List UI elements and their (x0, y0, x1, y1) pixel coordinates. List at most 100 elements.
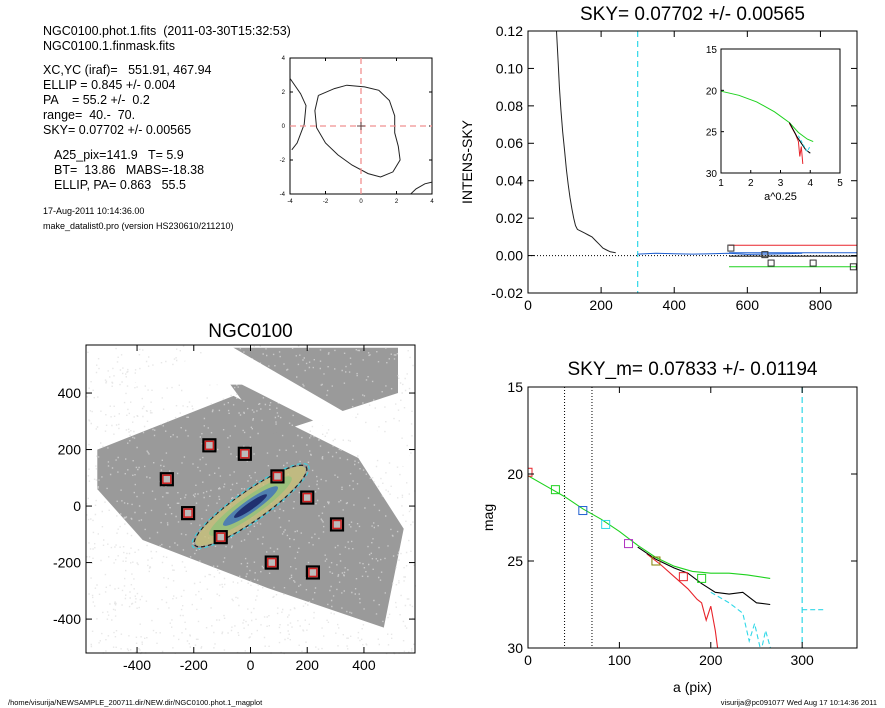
profile-sky-square (727, 244, 735, 252)
sky-box-square-inner (267, 557, 277, 568)
magplot-square (578, 506, 588, 516)
magplot-series-cyan (710, 591, 772, 648)
galaxy-aperture (193, 464, 308, 548)
profile-ytick-label: -0.02 (491, 285, 523, 301)
inset-ytick-label: 25 (706, 128, 718, 139)
center-xtick-label: -2 (323, 199, 329, 205)
sky-box-square (181, 506, 196, 521)
date-line: 17-Aug-2011 10:14:36.00 (43, 206, 145, 216)
profile-ytick-label: 0.06 (496, 135, 523, 151)
center-xtick-label: -4 (287, 199, 293, 205)
param-sky: SKY= 0.07702 +/- 0.00565 (43, 123, 192, 137)
inset-ytick-label: 20 (706, 86, 718, 97)
sky-box-square-inner (302, 492, 312, 503)
magplot-ylabel: mag (480, 504, 496, 531)
image-title: NGC0100 (208, 321, 293, 342)
profile-sky-square (849, 263, 857, 271)
sky-box-square (213, 530, 228, 545)
magplot-square (550, 485, 560, 495)
profile-xtick-label: 200 (589, 297, 613, 313)
profile-ytick-label: 0.10 (496, 60, 523, 76)
profile-xtick-label: 800 (809, 297, 833, 313)
image-ytick-label: 0 (73, 498, 81, 514)
sky-box-square-inner (332, 519, 342, 530)
profile-curve (556, 30, 616, 254)
magplot-xtick-label: 100 (608, 652, 632, 668)
inset-xtick-label: 2 (748, 178, 754, 189)
sky-box-square-inner (215, 532, 226, 542)
magplot-xtick-label: 200 (699, 652, 723, 668)
profile-sky-square (767, 259, 775, 267)
sky-box-square (300, 490, 315, 505)
center-contour (314, 84, 401, 178)
image-ytick-label: 400 (58, 385, 82, 401)
profile-sky-square (761, 251, 769, 259)
image-xtick-label: -200 (180, 657, 208, 673)
image-xtick-label: 400 (352, 657, 376, 673)
magplot-ytick-label: 20 (507, 466, 523, 482)
center-ytick-label: -4 (280, 192, 286, 198)
param-ellip: ELLIP = 0.845 +/- 0.004 (43, 78, 176, 92)
inset-ytick-label: 30 (706, 169, 718, 180)
magplot-square (678, 572, 688, 582)
mask-line: NGC0100.1.finmask.fits (43, 39, 175, 53)
image-ytick-label: 200 (58, 441, 82, 457)
image-xtick-label: -400 (123, 657, 151, 673)
sky-box-square-inner (162, 474, 172, 484)
footer-user: visurija@pc091077 Wed Aug 17 10:14:36 20… (720, 698, 877, 707)
inset-ytick-label: 15 (706, 45, 718, 56)
profile-sky-square (809, 259, 817, 267)
center-ytick-label: 0 (282, 124, 286, 130)
center-ytick-label: -2 (280, 158, 286, 164)
profile-blue-curve (637, 252, 803, 255)
image-xtick-label: 200 (296, 657, 320, 673)
image-xtick-label: 0 (247, 657, 255, 673)
stat-a25: A25_pix=141.9 T= 5.9 (54, 148, 184, 162)
sky-box-square-inner (204, 440, 215, 451)
magplot-series-group (528, 387, 825, 648)
sky-box-square (237, 446, 252, 461)
profile-ytick-label: 0.12 (496, 23, 523, 39)
sky-box-square (329, 517, 345, 532)
param-xcyc: XC,YC (iraf)= 551.91, 467.94 (43, 63, 212, 77)
profile-ytick-label: 0.04 (496, 173, 523, 189)
file-line: NGC0100.phot.1.fits (2011-03-30T15:32:53… (43, 24, 291, 38)
center-ytick-label: 2 (282, 90, 286, 96)
profile-xtick-label: 0 (524, 297, 532, 313)
profile-frame (527, 30, 858, 294)
image-gap (131, 347, 410, 470)
center-xtick-label: 2 (395, 199, 399, 205)
magplot-title: SKY_m= 0.07833 +/- 0.01194 (568, 359, 818, 380)
sky-box-square-inner (183, 508, 193, 518)
inset-xtick-label: 4 (807, 178, 813, 189)
magplot-square (624, 539, 634, 549)
sky-box-square (264, 555, 279, 570)
galaxy-image (86, 345, 416, 655)
center-ytick-label: 4 (282, 56, 286, 62)
magplot-square (697, 573, 707, 583)
magplot-xtick-label: 0 (524, 652, 532, 668)
image-ytick-label: -200 (53, 554, 81, 570)
sky-box-square (159, 472, 174, 487)
program-line: make_datalist0.pro (version HS230610/211… (43, 221, 234, 231)
profile-xtick-label: 400 (663, 297, 687, 313)
magplot-ytick-label: 15 (507, 379, 523, 395)
galaxy-core (233, 494, 268, 518)
profile-ytick-label: 0.00 (496, 247, 523, 263)
magplot-series-red (646, 553, 719, 648)
inset-bg (721, 49, 840, 173)
magplot-ytick-label: 30 (507, 640, 523, 656)
magplot-xlabel: a (pix) (673, 679, 712, 695)
center-xtick-label: 0 (359, 199, 363, 205)
param-range: range= 40.- 70. (43, 108, 136, 122)
sky-box-square (202, 438, 217, 453)
inset-xtick-label: 1 (718, 178, 724, 189)
center-xtick-label: 4 (430, 199, 434, 205)
footer-path: /home/visurija/NEWSAMPLE_200711.dir/NEW.… (8, 698, 263, 707)
galaxy-aperture-cyan (191, 463, 310, 550)
magplot-square (528, 467, 533, 477)
sky-box-square-inner (272, 471, 283, 482)
magplot-square (601, 519, 611, 529)
center-contour-outer (289, 78, 307, 151)
